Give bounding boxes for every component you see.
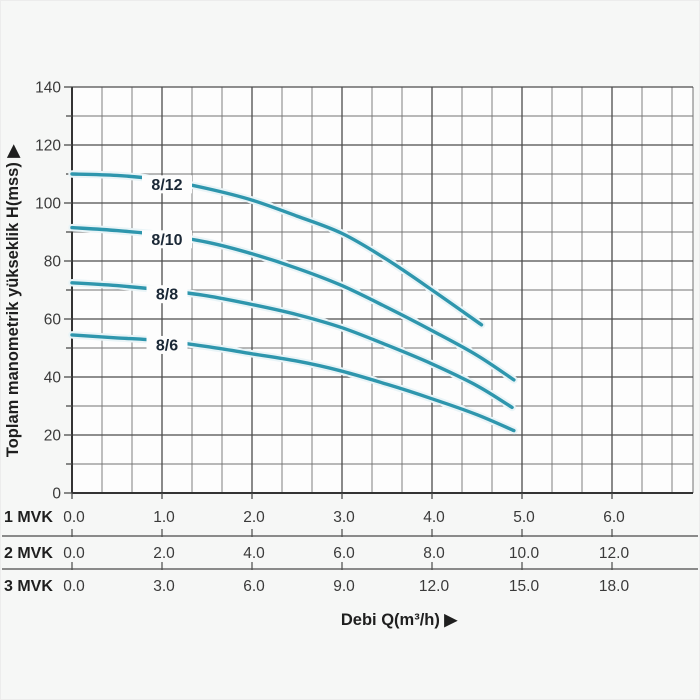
y-tick-label: 140 (35, 80, 61, 97)
axis-row-value: 0.0 (63, 545, 85, 562)
axis-row-value: 3.0 (153, 578, 175, 595)
axis-row-value: 10.0 (509, 545, 540, 562)
curve-label-8/12: 8/12 (151, 177, 182, 194)
y-tick-label: 40 (44, 370, 62, 387)
curve-8/12 (70, 172, 484, 327)
curve-label-bg-8/6 (146, 335, 188, 354)
y-tick-label: 80 (44, 254, 62, 271)
axis-row-label-1-mvk: 1 MVK (4, 509, 53, 526)
y-tick-label: 120 (35, 138, 61, 155)
axis-row-value: 3.0 (333, 509, 355, 526)
axis-row-value: 2.0 (243, 509, 265, 526)
axis-row-value: 6.0 (243, 578, 265, 595)
curve-label-bg-8/10 (142, 230, 192, 249)
x-axis-title: Debi Q(m³/h) ▶ (341, 611, 459, 629)
axis-row-value: 4.0 (243, 545, 265, 562)
y-tick-label: 60 (44, 312, 62, 329)
axis-row-label-3-mvk: 3 MVK (4, 578, 53, 595)
axis-row-value: 0.0 (63, 509, 85, 526)
axis-row-value: 15.0 (509, 578, 540, 595)
axis-row-value: 5.0 (513, 509, 535, 526)
axis-row-value: 1.0 (153, 509, 175, 526)
axis-row-label-2-mvk: 2 MVK (4, 545, 53, 562)
axis-row-value: 12.0 (419, 578, 450, 595)
axis-row-value: 9.0 (333, 578, 355, 595)
curve-label-bg-8/12 (142, 175, 192, 194)
axis-row-value: 0.0 (63, 578, 85, 595)
axis-row-value: 12.0 (599, 545, 630, 562)
axis-row-value: 4.0 (423, 509, 445, 526)
curve-label-8/6: 8/6 (156, 337, 178, 354)
axis-row-value: 2.0 (153, 545, 175, 562)
axis-row-value: 18.0 (599, 578, 630, 595)
y-tick-label: 100 (35, 196, 61, 213)
curve-label-8/10: 8/10 (151, 232, 182, 249)
axis-row-value: 6.0 (603, 509, 625, 526)
axis-row-value: 8.0 (423, 545, 445, 562)
axis-row-value: 6.0 (333, 545, 355, 562)
y-axis-title: Toplam manometrik yükseklik H(mss) ▶ (4, 144, 22, 458)
curve-label-8/8: 8/8 (156, 287, 178, 304)
curve-label-bg-8/8 (146, 285, 188, 304)
y-tick-label: 0 (52, 486, 61, 503)
y-tick-label: 20 (44, 428, 62, 445)
